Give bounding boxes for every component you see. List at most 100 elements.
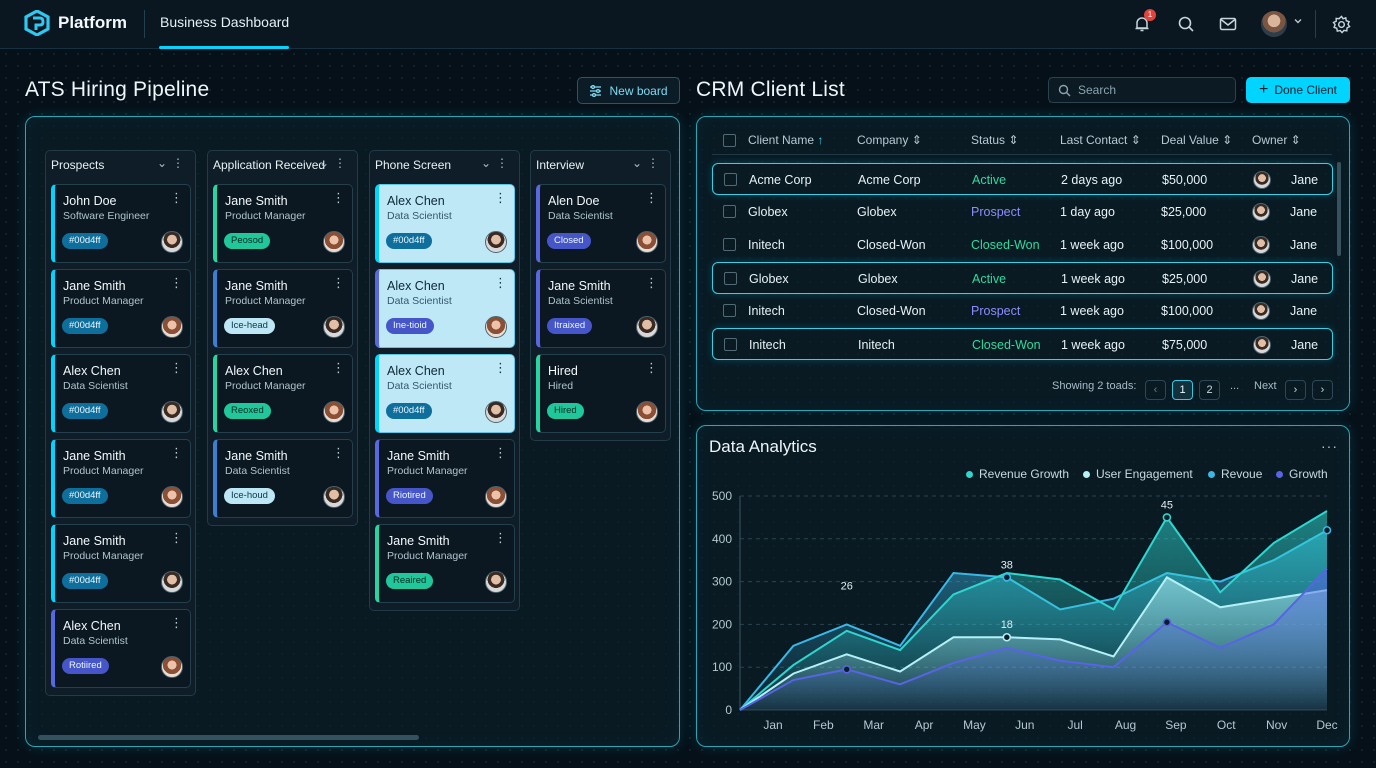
column-header-client-name[interactable]: Client Name ↑: [748, 133, 824, 147]
column-header[interactable]: Application Received ⌄⋮: [208, 151, 357, 179]
candidate-role: Data Scientist: [387, 295, 452, 307]
candidate-card[interactable]: Jane Smith Data Scientist Itraixed ⋮: [536, 269, 666, 348]
platform-logo-icon[interactable]: [24, 10, 50, 36]
card-menu-icon[interactable]: ⋮: [332, 190, 345, 205]
column-header[interactable]: Interview ⌄⋮: [531, 151, 670, 179]
page-2-button[interactable]: 2: [1199, 380, 1220, 400]
candidate-role: Data Scientist: [63, 380, 128, 392]
user-avatar[interactable]: [1261, 11, 1287, 37]
card-menu-icon[interactable]: ⋮: [170, 190, 183, 205]
card-menu-icon[interactable]: ⋮: [170, 275, 183, 290]
legend-item[interactable]: Revenue Growth: [966, 467, 1069, 481]
card-menu-icon[interactable]: ⋮: [170, 360, 183, 375]
row-checkbox[interactable]: [723, 205, 736, 218]
select-all-checkbox[interactable]: [723, 134, 736, 147]
legend-item[interactable]: Revoue: [1208, 467, 1262, 481]
candidate-card[interactable]: Alex Chen Data Scientist #00d4ff ⋮: [51, 354, 191, 433]
card-menu-icon[interactable]: ⋮: [170, 530, 183, 545]
column-header-status[interactable]: Status ⇕: [971, 133, 1019, 147]
candidate-card[interactable]: Jane Smith Product Manager Peosod ⋮: [213, 184, 353, 263]
more-options-icon[interactable]: ···: [1321, 438, 1338, 454]
candidate-card[interactable]: Alex Chen Data Scientist Ine-tioid ⋮: [375, 269, 515, 348]
row-checkbox[interactable]: [723, 238, 736, 251]
card-menu-icon[interactable]: ⋮: [170, 445, 183, 460]
table-row[interactable]: Initech Closed-Won Closed-Won 1 week ago $10…: [712, 229, 1333, 261]
bell-icon[interactable]: [1131, 13, 1153, 35]
column-header[interactable]: Prospects ⌄⋮: [46, 151, 195, 179]
candidate-card[interactable]: Jane Smith Product Manager Reaired ⋮: [375, 524, 515, 603]
last-contact-cell: 1 week ago: [1061, 338, 1125, 352]
candidate-card[interactable]: Alex Chen Product Manager Reoxed ⋮: [213, 354, 353, 433]
row-checkbox[interactable]: [724, 173, 737, 186]
card-menu-icon[interactable]: ⋮: [332, 445, 345, 460]
candidate-card[interactable]: Alex Chen Data Scientist #00d4ff ⋮: [375, 184, 515, 263]
card-menu-icon[interactable]: ⋮: [494, 530, 507, 545]
page-1-button[interactable]: 1: [1172, 380, 1193, 400]
candidate-card[interactable]: Jane Smith Product Manager #00d4ff ⋮: [51, 439, 191, 518]
row-checkbox[interactable]: [723, 304, 736, 317]
gear-icon[interactable]: [1330, 13, 1352, 35]
candidate-avatar: [485, 316, 507, 338]
candidate-card[interactable]: Jane Smith Product Manager #00d4ff ⋮: [51, 269, 191, 348]
search-input[interactable]: Search: [1048, 77, 1236, 103]
candidate-card[interactable]: Jane Smith Product Manager #00d4ff ⋮: [51, 524, 191, 603]
last-page-button[interactable]: ›: [1312, 380, 1333, 400]
table-row[interactable]: Globex Globex Active 1 week ago $25,000 Jane: [712, 262, 1333, 294]
candidate-card[interactable]: Jane Smith Product Manager Ice-head ⋮: [213, 269, 353, 348]
column-header-last-contact[interactable]: Last Contact ⇕: [1060, 133, 1141, 147]
next-page-button[interactable]: ›: [1285, 380, 1306, 400]
table-row[interactable]: Acme Corp Acme Corp Active 2 days ago $50,00…: [712, 163, 1333, 195]
card-menu-icon[interactable]: ⋮: [494, 360, 507, 375]
next-page-label[interactable]: Next: [1254, 380, 1277, 392]
add-client-button[interactable]: + Done Client: [1246, 77, 1350, 103]
search-icon[interactable]: [1175, 13, 1197, 35]
column-menu-icon[interactable]: ⌄⋮: [480, 156, 513, 170]
table-row[interactable]: Globex Globex Prospect 1 day ago $25,000 Jane: [712, 196, 1333, 228]
card-menu-icon[interactable]: ⋮: [332, 360, 345, 375]
add-client-label: Done Client: [1274, 83, 1338, 97]
candidate-name: Jane Smith: [548, 279, 611, 293]
card-menu-icon[interactable]: ⋮: [332, 275, 345, 290]
candidate-card[interactable]: Hired Hired Hired ⋮: [536, 354, 666, 433]
column-title: Phone Screen: [375, 158, 452, 172]
mail-icon[interactable]: [1217, 13, 1239, 35]
legend-label: Growth: [1289, 467, 1328, 481]
column-header-deal-value[interactable]: Deal Value ⇕: [1161, 133, 1233, 147]
candidate-card[interactable]: Alex Chen Data Scientist Rotiired ⋮: [51, 609, 191, 688]
table-row[interactable]: Initech Closed-Won Prospect 1 week ago $100,…: [712, 295, 1333, 327]
vertical-scrollbar[interactable]: [1337, 162, 1341, 256]
candidate-card[interactable]: Alex Chen Data Scientist #00d4ff ⋮: [375, 354, 515, 433]
card-menu-icon[interactable]: ⋮: [494, 275, 507, 290]
brand-name[interactable]: Platform: [58, 13, 127, 32]
table-row[interactable]: Initech Initech Closed-Won 1 week ago $75,00…: [712, 328, 1333, 360]
row-checkbox[interactable]: [724, 338, 737, 351]
card-menu-icon[interactable]: ⋮: [645, 190, 658, 205]
card-menu-icon[interactable]: ⋮: [494, 190, 507, 205]
row-checkbox[interactable]: [724, 272, 737, 285]
candidate-card[interactable]: John Doe Software Engineer #00d4ff ⋮: [51, 184, 191, 263]
new-board-button[interactable]: New board: [577, 77, 680, 104]
candidate-name: Hired: [548, 364, 578, 378]
column-menu-icon[interactable]: ⌄⋮: [631, 156, 664, 170]
card-menu-icon[interactable]: ⋮: [645, 275, 658, 290]
card-menu-icon[interactable]: ⋮: [494, 445, 507, 460]
candidate-card[interactable]: Alen Doe Data Scientist Closed ⋮: [536, 184, 666, 263]
column-menu-icon[interactable]: ⌄⋮: [156, 156, 189, 170]
legend-item[interactable]: User Engagement: [1083, 467, 1193, 481]
tab-business-dashboard[interactable]: Business Dashboard: [160, 14, 290, 30]
chevron-down-icon[interactable]: [1293, 16, 1303, 26]
candidate-card[interactable]: Jane Smith Product Manager Riotired ⋮: [375, 439, 515, 518]
card-menu-icon[interactable]: ⋮: [170, 615, 183, 630]
deal-value-cell: $100,000: [1161, 238, 1214, 252]
legend-item[interactable]: Growth: [1276, 467, 1328, 481]
prev-page-button[interactable]: ‹: [1145, 380, 1166, 400]
column-header[interactable]: Phone Screen ⌄⋮: [370, 151, 519, 179]
status-cell: Active: [972, 272, 1007, 286]
column-header-owner[interactable]: Owner ⇕: [1252, 133, 1301, 147]
candidate-card[interactable]: Jane Smith Data Scientist Ice-houd ⋮: [213, 439, 353, 518]
horizontal-scrollbar[interactable]: [38, 735, 419, 740]
column-header-company[interactable]: Company ⇕: [857, 133, 922, 147]
owner-cell: Jane: [1291, 173, 1319, 187]
column-menu-icon[interactable]: ⌄⋮: [318, 156, 351, 170]
card-menu-icon[interactable]: ⋮: [645, 360, 658, 375]
